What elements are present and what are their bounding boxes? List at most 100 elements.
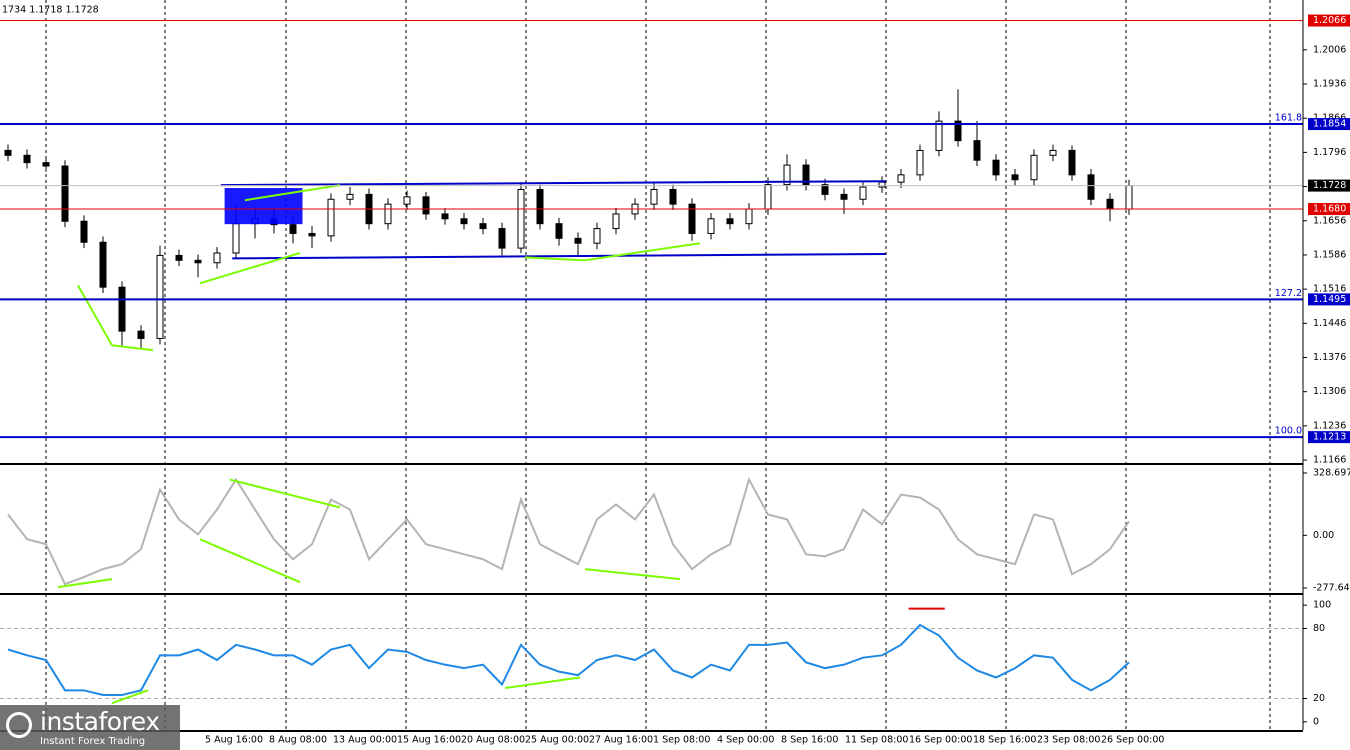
candle-body <box>498 228 506 249</box>
candle-body <box>327 198 335 237</box>
candle-body <box>441 213 449 220</box>
candle-body <box>1068 149 1076 176</box>
drawn-line <box>584 568 681 581</box>
y-tick-label: 328.6976 <box>1313 467 1350 478</box>
logo: instaforex Instant Forex Trading <box>0 705 180 750</box>
drawn-line <box>111 689 149 705</box>
drawn-line <box>584 242 701 262</box>
candle-body <box>802 164 810 186</box>
indicator-line <box>7 476 1130 586</box>
candle-body <box>213 252 221 264</box>
candle-body <box>954 120 962 142</box>
candle-body <box>460 218 468 225</box>
candle-body <box>422 196 430 215</box>
candle-body <box>1030 154 1038 181</box>
level-label: 1.1854 <box>1313 119 1346 130</box>
y-tick-label: 1.1376 <box>1313 352 1346 363</box>
candle-body <box>726 218 734 225</box>
y-tick-label: 1.1586 <box>1313 249 1346 260</box>
candle-body <box>384 203 392 225</box>
candle-body <box>935 120 943 151</box>
drawn-line <box>504 676 581 689</box>
logo-icon <box>6 712 32 738</box>
y-tick-label: 80 <box>1313 623 1325 634</box>
level-label: 1.1495 <box>1313 294 1346 305</box>
fib-label: 127.2 <box>1275 288 1302 299</box>
level-label: 1.2066 <box>1313 15 1346 26</box>
candle-body <box>669 188 677 205</box>
candle-body <box>232 223 240 254</box>
candle-body <box>175 254 183 261</box>
x-tick-label: 1 Sep 08:00 <box>653 735 710 746</box>
candle-body <box>403 196 411 205</box>
y-tick-label: -277.6449 <box>1313 583 1350 594</box>
ohlc-info: 1734 1.1718 1.1728 <box>2 5 99 16</box>
y-tick-label: 1.1236 <box>1313 420 1346 431</box>
drawn-line <box>199 252 301 285</box>
x-tick-label: 26 Sep 00:00 <box>1101 735 1164 746</box>
x-tick-label: 15 Aug 16:00 <box>397 735 461 746</box>
candle-body <box>23 154 31 164</box>
x-tick-label: 13 Aug 00:00 <box>333 735 397 746</box>
y-tick-label: 100 <box>1313 600 1331 611</box>
drawn-line <box>524 256 586 262</box>
x-tick-label: 8 Sep 16:00 <box>781 735 838 746</box>
candle-body <box>555 223 563 239</box>
x-tick-label: 20 Aug 08:00 <box>461 735 525 746</box>
y-tick-label: 1.1796 <box>1313 147 1346 158</box>
fib-label: 161.8 <box>1275 113 1302 124</box>
candle-body <box>745 208 753 225</box>
candle-body <box>194 259 202 264</box>
level-box <box>1308 293 1350 306</box>
candle-body <box>118 286 126 332</box>
x-tick-label: 8 Aug 08:00 <box>269 735 327 746</box>
candle-body <box>61 165 69 222</box>
drawn-line <box>199 538 301 584</box>
candle-body <box>1125 185 1133 210</box>
drawn-line <box>244 184 341 202</box>
y-tick-label: 0 <box>1313 716 1319 727</box>
candle-body <box>1087 174 1095 200</box>
x-tick-label: 4 Sep 00:00 <box>717 735 774 746</box>
candle-body <box>346 193 354 200</box>
drawn-line <box>111 344 154 352</box>
x-tick-label: 5 Aug 16:00 <box>205 735 263 746</box>
candle-body <box>916 149 924 176</box>
fib-label: 100.0 <box>1275 426 1302 437</box>
level-label: 1.1680 <box>1313 204 1346 215</box>
x-tick-label: 16 Sep 00:00 <box>909 735 972 746</box>
candle-body <box>536 188 544 225</box>
candle-body <box>707 218 715 234</box>
candle-body <box>308 232 316 237</box>
candle-body <box>973 140 981 161</box>
candle-body <box>764 184 772 210</box>
y-tick-label: 1.1656 <box>1313 215 1346 226</box>
x-tick-label: 11 Sep 08:00 <box>845 735 908 746</box>
candle-body <box>137 330 145 339</box>
candle-body <box>821 184 829 195</box>
level-label: 1.1213 <box>1313 432 1346 443</box>
x-tick-label: 25 Aug 00:00 <box>525 735 589 746</box>
drawn-line <box>229 478 341 509</box>
candle-body <box>783 164 791 186</box>
level-box <box>1308 14 1350 27</box>
y-tick-label: 1.1516 <box>1313 284 1346 295</box>
y-tick-label: 1.2006 <box>1313 44 1346 55</box>
logo-tagline: Instant Forex Trading <box>40 736 146 747</box>
candle-body <box>840 193 848 200</box>
candle-body <box>289 224 297 234</box>
x-tick-label: 18 Sep 16:00 <box>973 735 1036 746</box>
y-tick-label: 1.1166 <box>1313 455 1346 466</box>
candle-body <box>1106 198 1114 210</box>
level-box <box>1308 431 1350 444</box>
candle-body <box>574 237 582 244</box>
level-box <box>1308 179 1350 192</box>
level-box <box>1308 203 1350 216</box>
candle-body <box>992 159 1000 176</box>
y-tick-label: 0.00 <box>1313 530 1334 541</box>
candle-body <box>612 213 620 230</box>
candle-body <box>859 186 867 200</box>
